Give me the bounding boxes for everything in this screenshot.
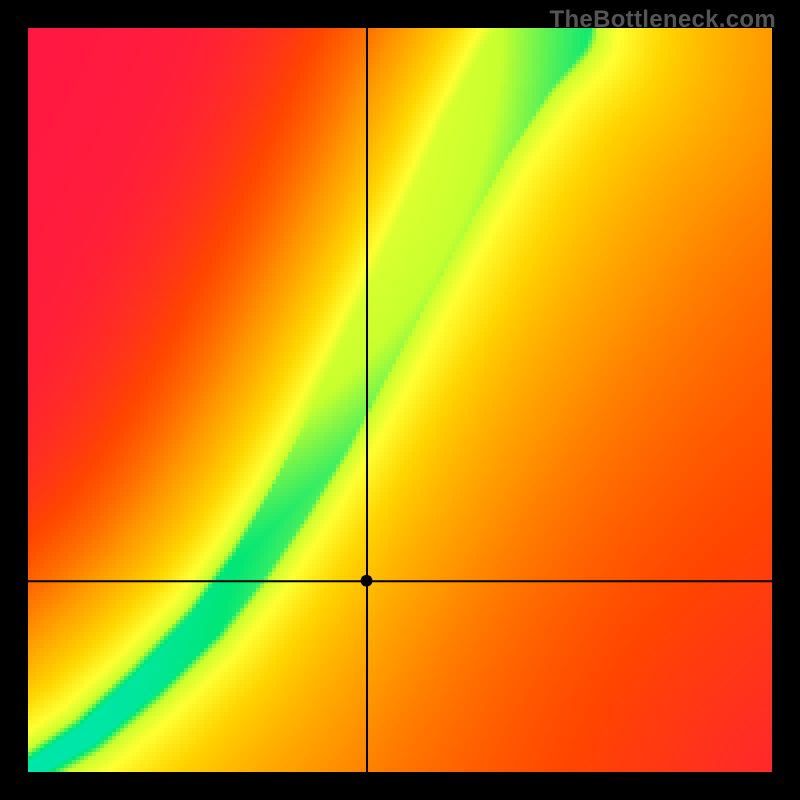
chart-container: TheBottleneck.com: [0, 0, 800, 800]
heatmap-plot: [28, 28, 772, 772]
heatmap-canvas: [28, 28, 772, 772]
watermark-text: TheBottleneck.com: [550, 6, 776, 34]
